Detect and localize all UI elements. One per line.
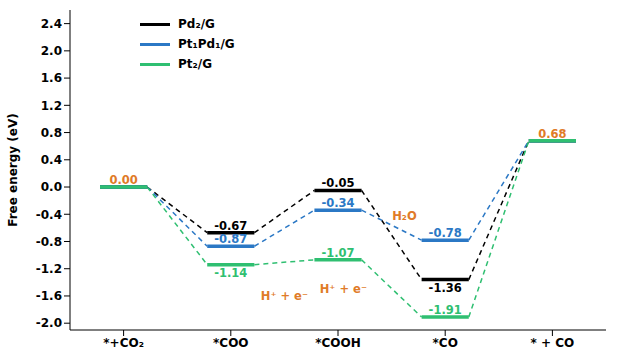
svg-text:2.0: 2.0 — [41, 44, 62, 58]
svg-text:H⁺ + e⁻: H⁺ + e⁻ — [261, 289, 308, 303]
svg-text:1.6: 1.6 — [41, 71, 62, 85]
svg-text:*COOH: *COOH — [315, 336, 361, 350]
svg-text:*COO: *COO — [213, 336, 248, 350]
svg-text:-0.67: -0.67 — [214, 219, 247, 233]
svg-text:-1.14: -1.14 — [214, 266, 247, 280]
svg-text:0.4: 0.4 — [41, 153, 62, 167]
html-text:Pt₁Pd₁/G: Pt₁Pd₁/G — [178, 37, 235, 51]
svg-text:2.4: 2.4 — [41, 17, 62, 31]
svg-text:-1.2: -1.2 — [36, 262, 62, 276]
svg-text:H₂O: H₂O — [392, 209, 417, 223]
svg-text:-0.78: -0.78 — [429, 226, 462, 240]
svg-text:-1.6: -1.6 — [36, 289, 62, 303]
svg-text:-0.87: -0.87 — [214, 232, 247, 246]
svg-text:0.00: 0.00 — [109, 173, 137, 187]
svg-text:0.8: 0.8 — [41, 126, 62, 140]
svg-text:-1.36: -1.36 — [429, 281, 462, 295]
svg-text:-1.91: -1.91 — [429, 303, 462, 317]
html-text:Pd₂/G: Pd₂/G — [178, 17, 215, 31]
svg-text:-0.8: -0.8 — [36, 235, 62, 249]
svg-text:*+CO₂: *+CO₂ — [103, 336, 144, 350]
svg-text:-0.34: -0.34 — [321, 196, 354, 210]
svg-text:-1.07: -1.07 — [321, 246, 354, 260]
svg-text:Free energy (eV): Free energy (eV) — [6, 113, 20, 227]
svg-text:*CO: *CO — [433, 336, 458, 350]
svg-text:1.2: 1.2 — [41, 99, 62, 113]
svg-text:* + CO: * + CO — [531, 336, 575, 350]
svg-text:-0.05: -0.05 — [321, 176, 354, 190]
svg-text:-0.4: -0.4 — [36, 208, 62, 222]
svg-text:0.68: 0.68 — [538, 127, 566, 141]
svg-text:0.0: 0.0 — [41, 180, 62, 194]
svg-text:H⁺ + e⁻: H⁺ + e⁻ — [320, 282, 367, 296]
html-text:Pt₂/G: Pt₂/G — [178, 57, 212, 71]
svg-text:-2.0: -2.0 — [36, 316, 62, 330]
